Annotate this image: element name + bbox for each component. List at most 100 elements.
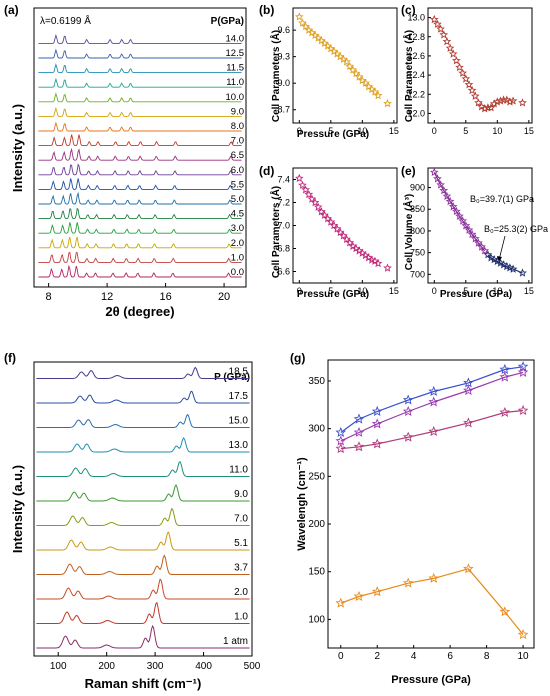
- x-tick-label-a: 8: [46, 291, 52, 303]
- data-point-g: [463, 377, 474, 388]
- data-point-c: [430, 14, 439, 24]
- data-point-d: [332, 224, 342, 233]
- x-axis-label-b: Pressure (GPa): [297, 129, 369, 140]
- data-point-g: [428, 396, 440, 407]
- data-point-c: [508, 96, 518, 105]
- pressure-label-a: 7.0: [231, 136, 244, 147]
- data-point-d: [307, 194, 317, 203]
- data-point-d: [316, 207, 326, 216]
- data-point-c: [474, 98, 483, 107]
- pressure-label-a: 1.0: [231, 252, 244, 263]
- data-point-d: [323, 214, 333, 223]
- axis-frame-a: [33, 7, 247, 288]
- panel-f: (f) P (GPa) 1 atm1.02.03.75.17.09.011.01…: [4, 351, 261, 691]
- y-tick-label-g: 150: [308, 567, 325, 578]
- y-tick-label-g: 200: [308, 519, 325, 530]
- data-point-g: [335, 435, 347, 446]
- pressure-label-a: 11.5: [226, 63, 244, 74]
- x-tick-label-a: 12: [101, 291, 113, 303]
- data-point-c: [518, 98, 527, 107]
- data-point-g: [335, 426, 347, 437]
- panel-label-f: (f): [4, 351, 16, 365]
- data-point-b: [383, 98, 392, 108]
- data-point-g: [371, 438, 383, 449]
- x-tick-label-b: 5: [328, 126, 333, 136]
- x-tick-label-e: 0: [432, 286, 437, 296]
- y-axis-label-f: Intensity (a.u.): [10, 465, 25, 553]
- data-point-c: [458, 68, 468, 77]
- data-point-e: [508, 264, 518, 273]
- raman-trace: [36, 390, 250, 404]
- pressure-label-f: 1.0: [234, 612, 248, 623]
- data-point-d: [304, 189, 314, 199]
- data-point-g: [353, 426, 365, 437]
- pressure-label-f: 9.0: [234, 489, 248, 500]
- panel-label-a: (a): [4, 3, 19, 17]
- x-tick-label-f: 100: [50, 661, 67, 672]
- pressure-label-f: 18.5: [229, 367, 249, 378]
- pressure-label-f: 15.0: [229, 416, 249, 427]
- x-axis-label-a: 2θ (degree): [105, 304, 174, 319]
- data-point-e: [436, 180, 445, 189]
- data-point-b: [295, 12, 304, 21]
- y-tick-label-c: 12.0: [407, 108, 425, 118]
- xrd-trace: [38, 251, 242, 263]
- data-point-c: [489, 99, 499, 108]
- data-point-c: [448, 49, 458, 58]
- pressure-label-a: 9.0: [231, 106, 244, 117]
- raman-trace: [36, 531, 250, 551]
- data-point-g: [335, 597, 347, 608]
- x-tick-label-g: 6: [447, 651, 453, 662]
- raman-trace: [36, 461, 250, 477]
- data-point-e: [480, 246, 490, 255]
- data-point-b: [373, 91, 383, 100]
- data-point-g: [335, 443, 347, 454]
- x-axis-label-f: Raman shift (cm⁻¹): [85, 676, 202, 691]
- axis-frame-b: [292, 7, 398, 124]
- xrd-trace: [38, 207, 242, 220]
- data-point-c: [492, 97, 502, 106]
- y-tick-label-b: 9.3: [277, 52, 290, 62]
- data-point-d: [339, 231, 348, 240]
- x-tick-label-d: 15: [389, 286, 399, 296]
- data-point-b: [342, 57, 351, 66]
- pressure-label-a: 8.0: [231, 121, 244, 132]
- data-point-e: [483, 250, 493, 259]
- x-tick-label-e: 10: [492, 286, 502, 296]
- x-tick-label-g: 0: [338, 651, 344, 662]
- y-tick-label-d: 7.2: [277, 198, 290, 208]
- axis-frame-g: [327, 359, 535, 649]
- y-tick-label-d: 7.0: [277, 221, 290, 231]
- x-tick-label-e: 15: [524, 286, 534, 296]
- pressure-label-a: 0.0: [231, 267, 244, 278]
- data-point-g: [428, 572, 440, 583]
- data-point-b: [298, 18, 307, 27]
- data-point-e: [455, 211, 464, 220]
- panel-e: (e) Pressure (GPa) Cell Volume (Å³) B₀=3…: [401, 164, 548, 300]
- data-point-g: [353, 441, 365, 452]
- raman-trace: [36, 507, 250, 526]
- x-tick-label-b: 15: [389, 126, 399, 136]
- pressure-label-f: 2.0: [234, 587, 248, 598]
- x-tick-label-f: 300: [147, 661, 164, 672]
- data-point-g: [402, 394, 414, 405]
- data-point-d: [335, 227, 345, 237]
- data-point-c: [464, 80, 474, 89]
- panel-label-g: (g): [290, 351, 305, 365]
- pressure-label-a: 3.0: [231, 223, 244, 234]
- y-tick-label-c: 12.6: [407, 51, 425, 61]
- data-point-e: [518, 268, 527, 277]
- xrd-trace: [38, 121, 242, 132]
- data-point-b: [361, 78, 370, 87]
- y-tick-label-b: 8.7: [277, 105, 290, 115]
- ticks-f: 100 200 300 400 500: [50, 652, 261, 672]
- data-point-c: [439, 30, 449, 39]
- y-tick-label-g: 250: [308, 471, 325, 482]
- data-point-g: [499, 363, 511, 375]
- pressure-label-a: 6.5: [231, 150, 244, 161]
- data-point-d: [342, 234, 351, 244]
- traces-a: 0.0 1.0 2.0 3.0 4.5 5.0 5.5 6.0 6.5 7.0 8.0 9.0 10.0…: [38, 33, 244, 278]
- data-point-g: [517, 629, 529, 640]
- data-point-b: [351, 68, 361, 78]
